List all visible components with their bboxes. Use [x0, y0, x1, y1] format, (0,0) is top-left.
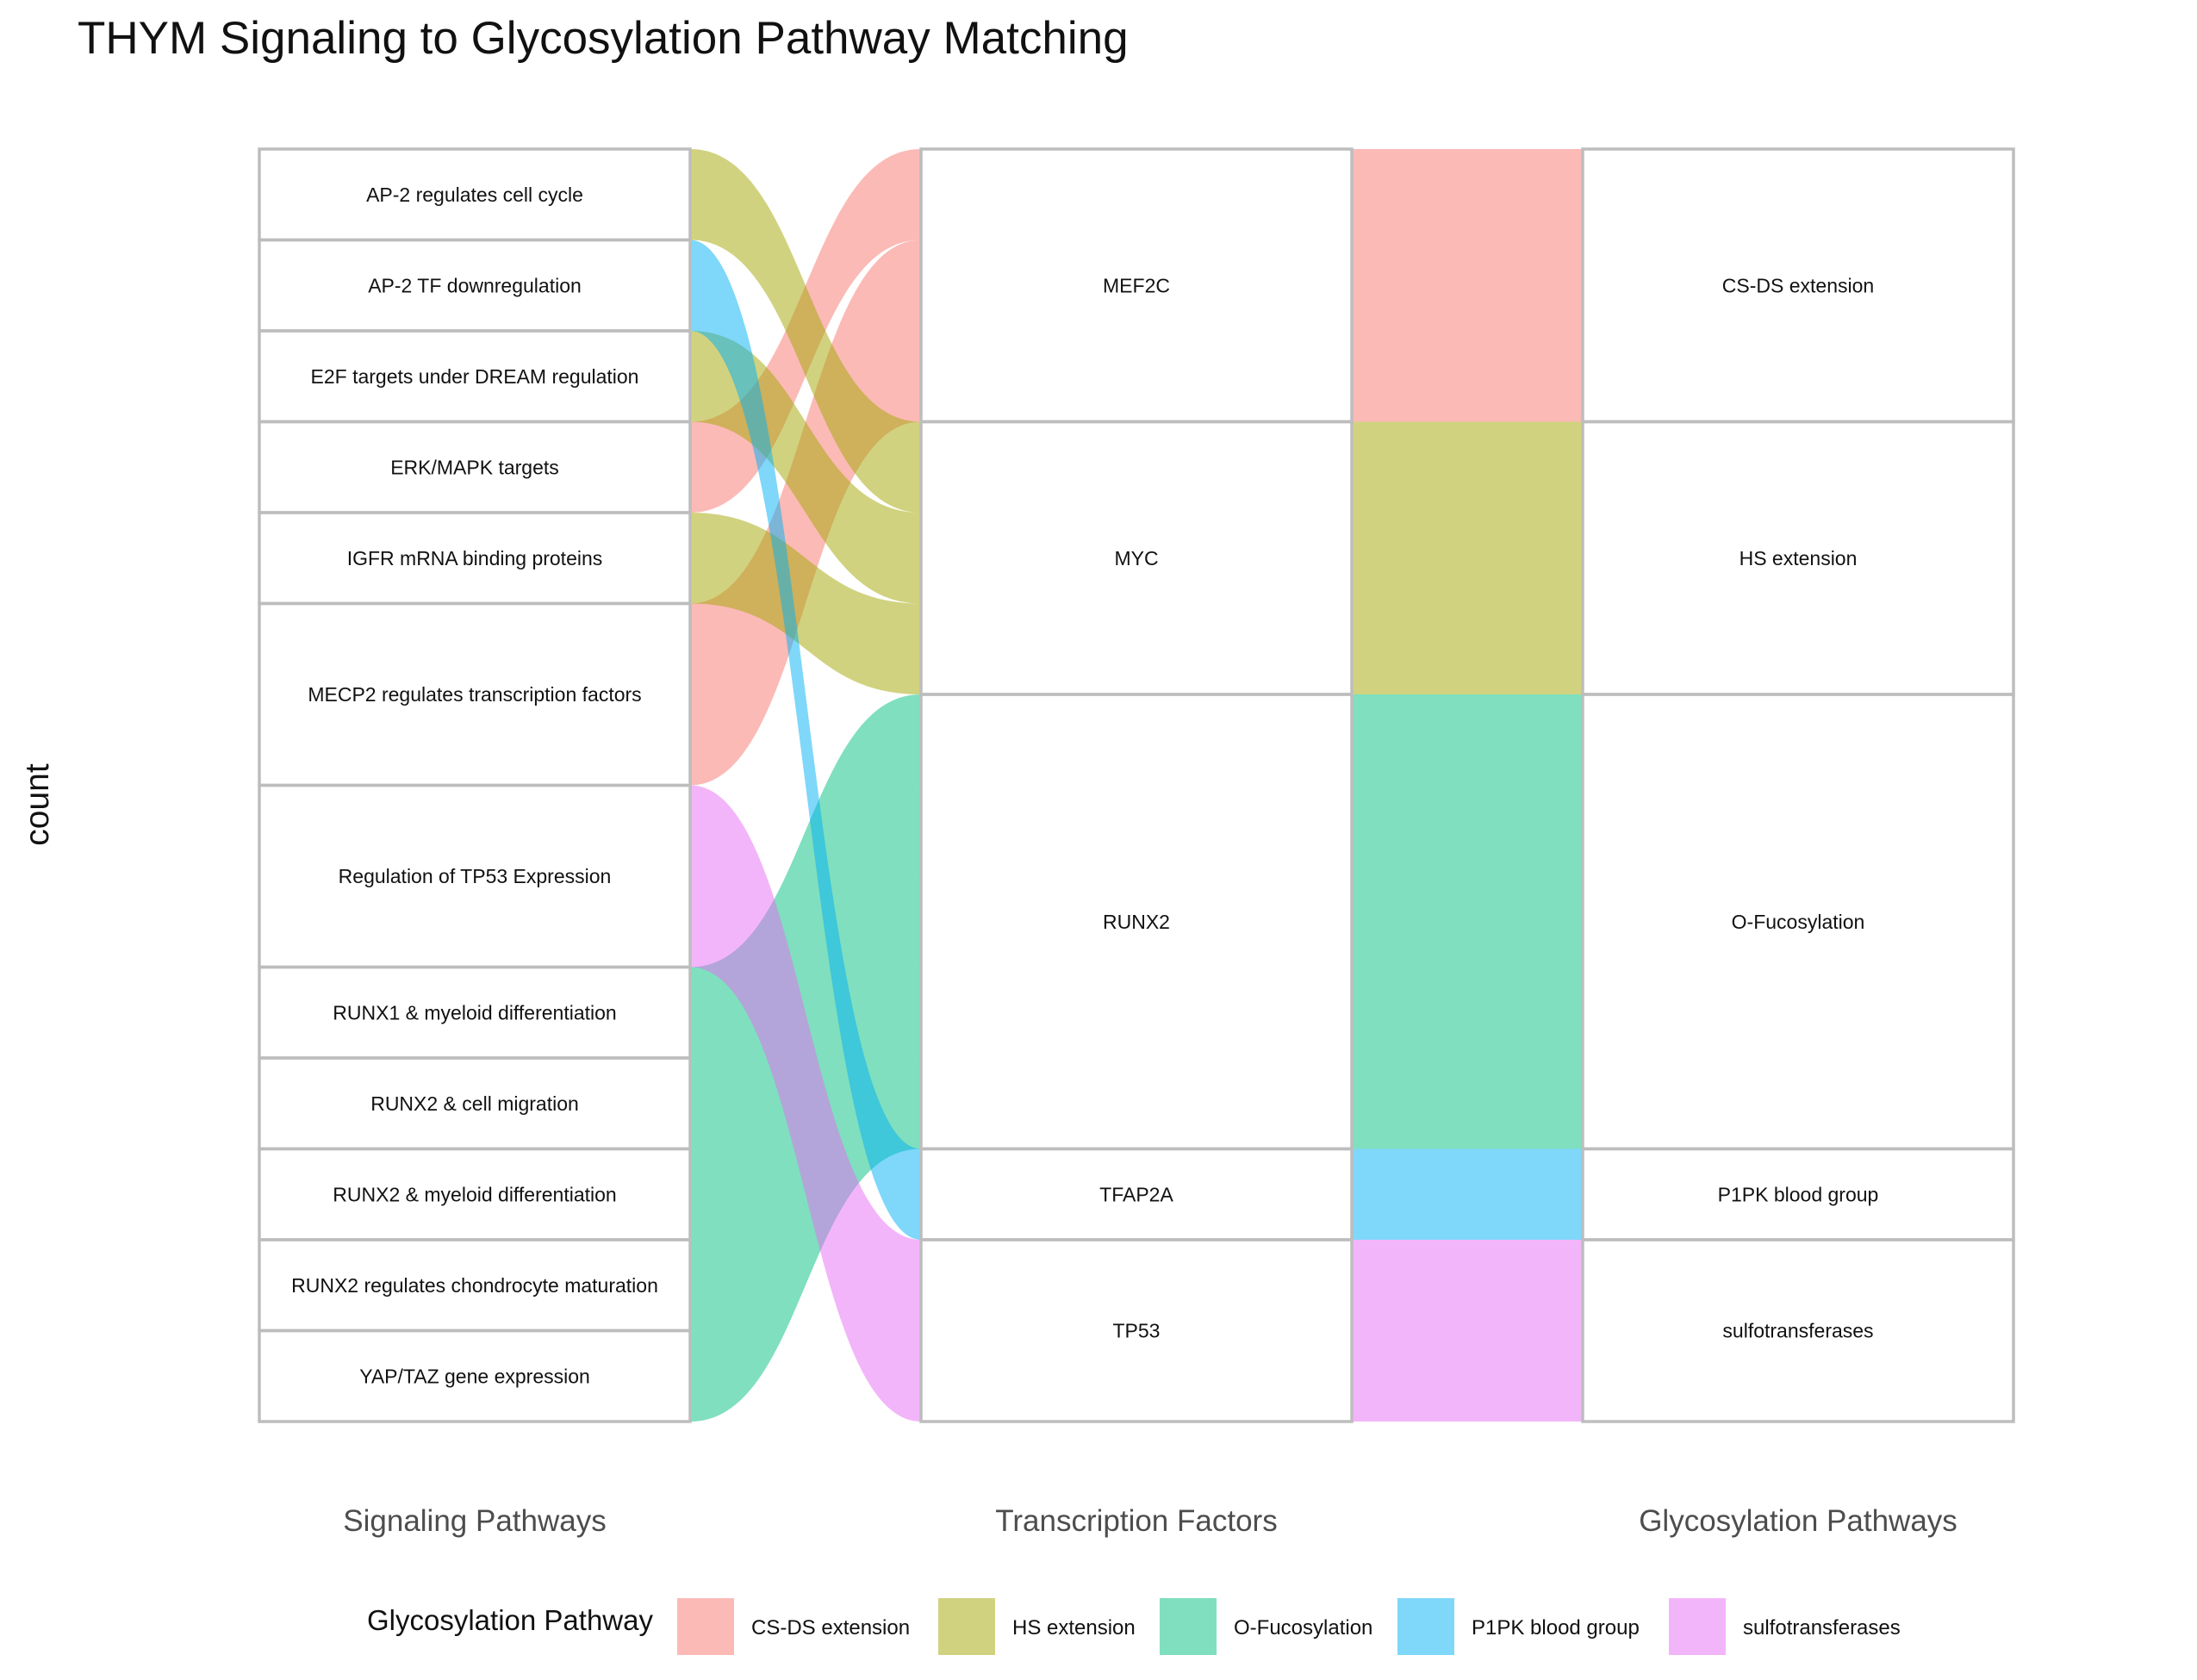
- flows-layer: [690, 149, 1583, 1422]
- stratum-box-glyco-sulfotransferases: [1581, 1238, 2015, 1423]
- stratum-label-signaling: E2F targets under DREAM regulation: [311, 365, 639, 388]
- legend-label-o-fucosylation: O-Fucosylation: [1234, 1616, 1372, 1640]
- flow-ap-2-tf-downregulation-to-tfap2a: [690, 240, 921, 1240]
- flow-runx2-to-o-fucosylation: [1352, 876, 1583, 968]
- stratum-label-signaling: ERK/MAPK targets: [390, 456, 559, 478]
- stratum-label-tf: TP53: [1113, 1320, 1161, 1342]
- stratum-label-signaling: MECP2 regulates transcription factors: [308, 683, 641, 706]
- flow-tfap2a-to-p1pk-blood-group: [1352, 1148, 1583, 1240]
- flow-runx2-to-o-fucosylation: [1352, 785, 1583, 876]
- stratum-label-glyco: O-Fucosylation: [1732, 911, 1865, 933]
- stratum-label-tf: TFAP2A: [1099, 1183, 1173, 1205]
- flow-runx2-cell-migration-to-runx2: [690, 785, 921, 1149]
- stratum-label-glyco: P1PK blood group: [1718, 1183, 1879, 1205]
- stratum-label-signaling: IGFR mRNA binding proteins: [347, 547, 603, 569]
- chart-title: THYM Signaling to Glycosylation Pathway …: [78, 13, 1129, 64]
- legend-swatch-sulfotransferases: [1669, 1598, 1726, 1655]
- stratum-label-glyco: sulfotransferases: [1722, 1320, 1873, 1342]
- legend-swatch-cs-ds-extension: [677, 1598, 734, 1655]
- flow-igfr-mrna-binding-proteins-to-myc: [690, 513, 921, 694]
- stratum-label-glyco: HS extension: [1740, 547, 1858, 569]
- stratum-label-signaling: AP-2 regulates cell cycle: [366, 184, 583, 206]
- flow-mef2c-to-cs-ds-extension: [1352, 149, 1583, 240]
- flow-runx2-to-o-fucosylation: [1352, 694, 1583, 786]
- axis-labels: Signaling Pathways Transcription Factors G…: [343, 1504, 1957, 1538]
- axis-label-glycosylation-pathways: Glycosylation Pathways: [1639, 1504, 1957, 1538]
- flow-runx2-to-o-fucosylation: [1352, 967, 1583, 1058]
- flow-tp53-to-sulfotransferases: [1352, 1240, 1583, 1422]
- stratum-box-signaling-yap-taz-gene-expression: [258, 1328, 692, 1423]
- flow-runx2-to-o-fucosylation: [1352, 1058, 1583, 1149]
- flow-regulation-of-tp53-expression-to-tp53: [690, 785, 921, 1422]
- flow-ap-2-regulates-cell-cycle-to-myc: [690, 149, 921, 513]
- y-axis-label: count: [19, 763, 56, 846]
- strata-layer: AP-2 regulates cell cycle AP-2 TF downreg…: [258, 147, 2015, 1423]
- flow-myc-to-hs-extension: [1352, 421, 1583, 513]
- legend-title: Glycosylation Pathway: [367, 1604, 653, 1636]
- legend-label-sulfotransferases: sulfotransferases: [1743, 1616, 1901, 1640]
- stratum-label-glyco: CS-DS extension: [1722, 274, 1874, 296]
- legend-label-cs-ds-extension: CS-DS extension: [751, 1616, 910, 1640]
- stratum-label-signaling: RUNX2 & cell migration: [370, 1092, 579, 1115]
- stratum-label-signaling: Regulation of TP53 Expression: [339, 865, 612, 887]
- stratum-label-signaling: RUNX2 & myeloid differentiation: [333, 1183, 616, 1205]
- axis-label-transcription-factors: Transcription Factors: [995, 1504, 1277, 1538]
- flow-mef2c-to-cs-ds-extension: [1352, 240, 1583, 422]
- flow-myc-to-hs-extension: [1352, 603, 1583, 694]
- legend-swatch-hs-extension: [938, 1598, 995, 1655]
- stratum-label-tf: MYC: [1114, 547, 1158, 569]
- legend-swatch-o-fucosylation: [1160, 1598, 1217, 1655]
- flow-yap-taz-gene-expression-to-runx2: [690, 1058, 921, 1422]
- stratum-label-signaling: RUNX1 & myeloid differentiation: [333, 1001, 616, 1024]
- axis-label-signaling-pathways: Signaling Pathways: [343, 1504, 606, 1538]
- stratum-box-tf-tp53: [919, 1238, 1354, 1423]
- legend-label-p1pk-blood-group: P1PK blood group: [1472, 1616, 1640, 1640]
- stratum-label-signaling: AP-2 TF downregulation: [368, 274, 582, 296]
- stratum-label-signaling: RUNX2 regulates chondrocyte maturation: [291, 1274, 658, 1297]
- stratum-label-tf: RUNX2: [1103, 911, 1170, 933]
- legend-swatch-p1pk-blood-group: [1397, 1598, 1454, 1655]
- stratum-label-tf: MEF2C: [1103, 274, 1170, 296]
- stratum-label-signaling: YAP/TAZ gene expression: [359, 1365, 590, 1387]
- legend: Glycosylation Pathway CS-DS extension HS …: [367, 1598, 1901, 1655]
- legend-label-hs-extension: HS extension: [1012, 1616, 1136, 1640]
- flow-myc-to-hs-extension: [1352, 513, 1583, 604]
